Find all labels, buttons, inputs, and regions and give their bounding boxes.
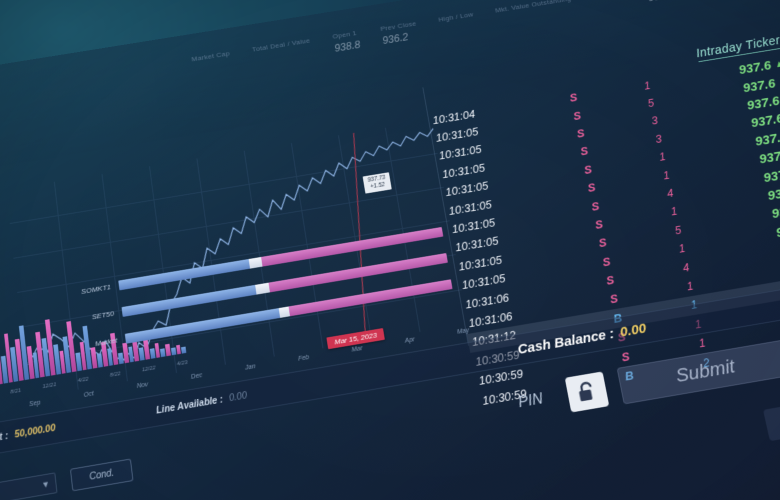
header-quote-key: Market Cap bbox=[191, 49, 231, 64]
chart-x-tick: Dec bbox=[190, 372, 203, 381]
header-quote-value: 936.2 bbox=[381, 31, 410, 47]
chart-x-tick: Oct bbox=[83, 390, 95, 399]
header-quote: 938.8938.8 bbox=[645, 0, 675, 4]
chart-x-tick: Mar bbox=[351, 345, 364, 354]
cash-balance-value: 0.00 bbox=[618, 320, 648, 340]
header-quote-value: 938.8 bbox=[647, 0, 675, 4]
favourite-icon-label: Favourite bbox=[672, 0, 727, 2]
order-entry-bar: ▼ Cond. PIN Submit Clear bbox=[0, 301, 780, 500]
chart-x-tick: Jan bbox=[244, 363, 256, 372]
header-quote: High / Low bbox=[438, 11, 477, 38]
chevron-down-icon: ▼ bbox=[41, 479, 51, 490]
chart-x-tick: Sep bbox=[28, 399, 41, 409]
sentiment-other-segment bbox=[255, 282, 270, 295]
order-type-select[interactable]: ▼ bbox=[0, 472, 58, 500]
header-quote: P/E Ratio bbox=[592, 0, 627, 12]
header-quote: Total Deal / Value bbox=[252, 37, 313, 68]
chart-x-tick: Feb bbox=[297, 354, 310, 363]
chart-x-tick: Nov bbox=[136, 381, 149, 390]
line-available-value: 0.00 bbox=[228, 390, 248, 404]
volume-x-tick: 8/21 bbox=[10, 388, 22, 396]
sentiment-row-label: SET50 bbox=[91, 308, 115, 321]
triangle-up-icon: ▲ bbox=[773, 58, 780, 70]
header-quote: Prev Close 936.2 bbox=[380, 20, 420, 47]
limit-field: Limit : 50,000.00 bbox=[0, 423, 56, 446]
sentiment-row-label: Market bbox=[94, 335, 118, 348]
header-quote-key: Total Deal / Value bbox=[251, 36, 311, 54]
line-available-label: Line Available : bbox=[155, 394, 224, 416]
header-icon-group: ☆Favourite⌗Technical Chart bbox=[667, 0, 780, 2]
header-quote-key: High / Low bbox=[437, 10, 474, 24]
limit-label: Limit : bbox=[0, 430, 9, 446]
header-quote-key: Mkt. Value Outstanding bbox=[494, 0, 572, 15]
header-quote-value: 938.8 bbox=[333, 38, 362, 55]
header-quote: Open 1 938.8 bbox=[332, 29, 361, 54]
limit-value: 50,000.00 bbox=[14, 422, 57, 440]
tab-status[interactable]: Status bbox=[284, 496, 320, 500]
sentiment-other-segment bbox=[248, 256, 263, 269]
header-quote-value bbox=[594, 0, 625, 1]
header-quote: Mkt. Value Outstanding bbox=[495, 0, 575, 28]
condition-field[interactable]: Cond. bbox=[69, 458, 134, 492]
triangle-up-icon: ▲ bbox=[777, 75, 780, 88]
pin-label: PIN bbox=[517, 391, 545, 411]
unlock-icon[interactable] bbox=[564, 371, 610, 413]
sentiment-row-label: SOMKT1 bbox=[80, 282, 112, 296]
refresh-button[interactable]: ↻ Refresh bbox=[763, 392, 780, 442]
chart-x-tick: Apr bbox=[404, 336, 416, 345]
header-quote: Market Cap bbox=[191, 50, 232, 77]
favourite-icon[interactable]: ☆Favourite bbox=[667, 0, 727, 2]
line-available-field: Line Available : 0.00 bbox=[156, 390, 248, 415]
